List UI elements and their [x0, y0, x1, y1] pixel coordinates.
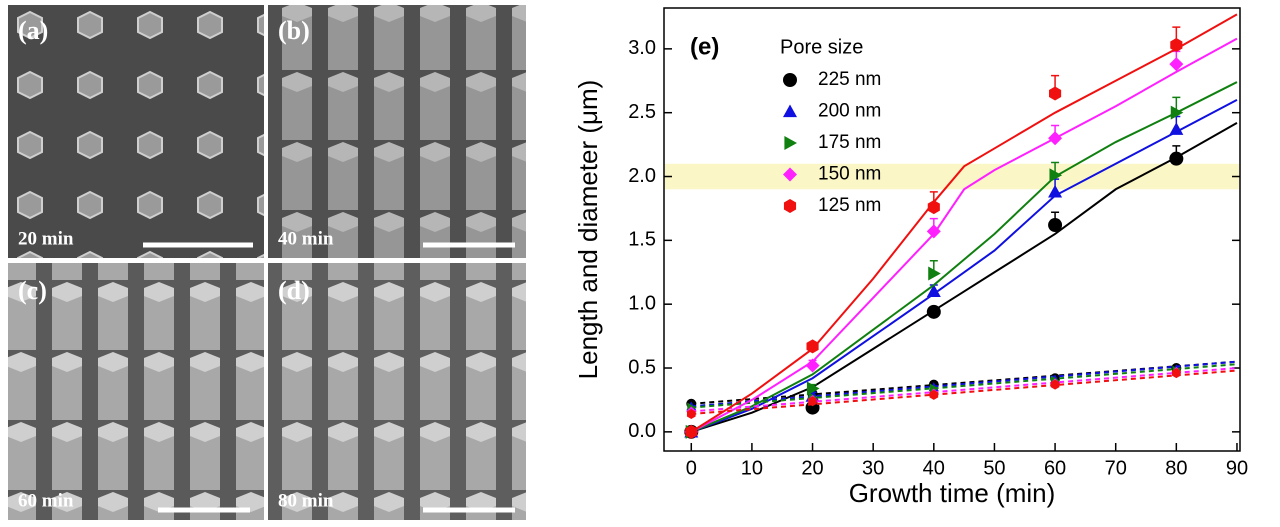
data-point	[1048, 218, 1063, 233]
fit-line	[690, 81, 1238, 433]
data-point	[1169, 122, 1184, 135]
y-tick-label: 2.5	[628, 101, 656, 123]
x-axis-label: Growth time (min)	[849, 478, 1056, 508]
y-axis-label: Length and diameter (μm)	[573, 80, 603, 380]
legend-label: 175 nm	[818, 132, 881, 153]
fit-line	[690, 37, 1238, 433]
data-point	[926, 284, 941, 298]
legend-marker	[783, 167, 797, 182]
data-point	[926, 304, 941, 319]
data-point	[928, 266, 941, 281]
diameter-line	[691, 360, 1238, 405]
data-point	[1169, 151, 1184, 166]
legend-title: Pore size	[780, 36, 863, 58]
sem-image	[8, 263, 264, 520]
x-tick-label: 70	[1105, 457, 1127, 479]
data-point	[927, 200, 940, 215]
legend-marker	[783, 73, 797, 87]
panel-label: (c)	[18, 276, 47, 305]
legend-label: 200 nm	[818, 101, 881, 122]
diameter-point	[686, 408, 696, 419]
panel-time: 40 min	[278, 228, 334, 249]
diameter-line	[691, 369, 1238, 415]
y-tick-label: 3.0	[628, 37, 656, 59]
x-tick-label: 80	[1165, 457, 1187, 479]
diameter-line	[691, 367, 1238, 413]
y-tick-label: 2.0	[628, 165, 656, 187]
data-point	[1170, 105, 1184, 120]
highlight-band	[665, 163, 1239, 190]
diameter-point	[808, 396, 817, 407]
data-point	[1049, 168, 1063, 183]
plot-frame	[663, 7, 1241, 452]
diameter-line	[691, 363, 1238, 409]
y-tick-label: 0.0	[628, 420, 656, 442]
data-point	[1170, 38, 1183, 53]
y-tick-label: 1.5	[628, 229, 656, 251]
legend-label: 125 nm	[818, 195, 881, 216]
x-tick-label: 50	[983, 457, 1005, 479]
sem-image	[268, 5, 526, 258]
data-point	[1048, 184, 1063, 198]
panel-label: (e)	[690, 33, 719, 60]
x-tick-label: 20	[801, 457, 823, 479]
sem-image	[8, 5, 264, 258]
x-tick-label: 10	[741, 457, 763, 479]
chart: 0 10 20 30 40 50 60 70 80 90 0.0 0.5 1.0 1.5 2.0 2.5 3.0…	[573, 7, 1248, 508]
panel-time: 60 min	[18, 490, 74, 511]
panel-label: (d)	[278, 276, 310, 305]
legend-marker	[783, 199, 797, 213]
panel-time: 20 min	[18, 228, 74, 249]
x-tick-label: 90	[1226, 457, 1248, 479]
diameter-line	[691, 360, 1238, 408]
panel-time: 80 min	[278, 490, 334, 511]
sem-panels: (a) 20 min (b) 40 min (c) 60 min (d) 80 …	[8, 5, 526, 520]
y-tick-label: 1.0	[628, 292, 656, 314]
fit-line	[690, 13, 1238, 433]
legend-marker	[783, 104, 797, 118]
x-tick-label: 60	[1044, 457, 1066, 479]
data-point	[806, 381, 820, 396]
data-point	[1048, 131, 1063, 146]
data-point	[806, 339, 819, 354]
diameter-point	[1172, 368, 1181, 379]
fit-line	[690, 99, 1238, 433]
data-point	[1049, 86, 1062, 101]
x-tick-label: 30	[862, 457, 884, 479]
diameter-point	[1050, 379, 1060, 390]
x-tick-label: 40	[923, 457, 945, 479]
panel-label: (a)	[18, 16, 48, 45]
legend-marker	[784, 136, 797, 150]
data-point	[685, 424, 698, 439]
panel-label: (b)	[278, 16, 310, 45]
x-tick-label: 0	[686, 457, 697, 479]
data-point	[926, 224, 941, 239]
legend-label: 225 nm	[818, 69, 881, 90]
legend-label: 150 nm	[818, 164, 881, 185]
data-point	[1169, 57, 1184, 72]
sem-image	[268, 263, 526, 520]
data-point	[805, 358, 820, 373]
diameter-point	[929, 389, 939, 400]
y-tick-label: 0.5	[628, 356, 656, 378]
